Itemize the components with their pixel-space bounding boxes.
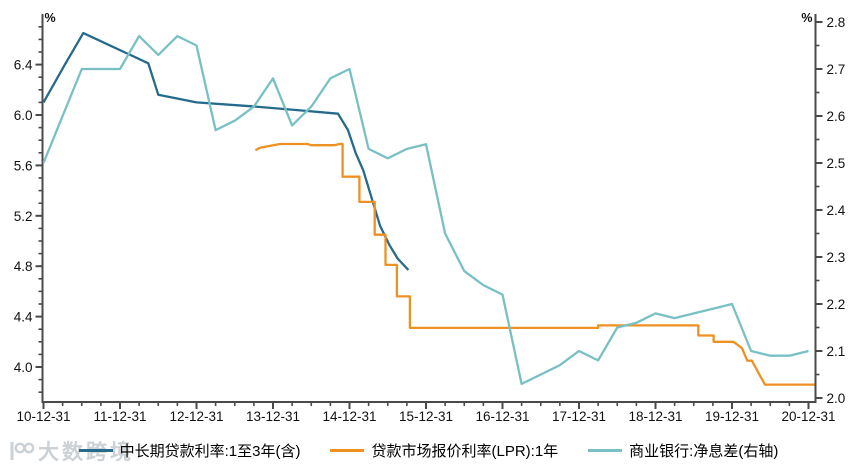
x-axis-tick-label: 11-12-31 bbox=[93, 409, 146, 424]
legend-swatch-bank-nim bbox=[588, 449, 623, 452]
x-axis-tick-label: 10-12-31 bbox=[16, 409, 70, 424]
left-axis-tick-label: 6.4 bbox=[14, 58, 33, 73]
series-lpr-1y-line bbox=[254, 142, 815, 386]
left-axis-tick-label: 4.8 bbox=[14, 259, 33, 274]
x-axis-tick-label: 19-12-31 bbox=[705, 409, 759, 424]
legend-label-lpr-1y: 贷款市场报价利率(LPR):1年 bbox=[371, 443, 559, 460]
legend-item-lpr-1y: 贷款市场报价利率(LPR):1年 bbox=[330, 440, 558, 461]
x-axis-tick-label: 13-12-31 bbox=[246, 409, 300, 424]
legend-label-bank-nim: 商业银行:净息差(右轴) bbox=[629, 443, 779, 460]
legend-item-mlt-loan-rate: 中长期贷款利率:1至3年(含) bbox=[78, 440, 301, 461]
watermark-text: 大数跨境 bbox=[38, 441, 134, 464]
x-axis-tick-label: 17-12-31 bbox=[552, 409, 606, 424]
right-axis-tick-label: 2.7 bbox=[827, 62, 846, 77]
legend-swatch-mlt-loan-rate bbox=[78, 449, 113, 452]
right-axis-tick-label: 2.4 bbox=[827, 203, 846, 218]
left-axis-tick-label: 5.6 bbox=[14, 158, 33, 173]
left-axis-tick-label: 4.4 bbox=[14, 310, 33, 325]
right-axis-tick-label: 2.6 bbox=[827, 109, 846, 124]
series-mlt-loan-rate-line bbox=[42, 31, 410, 271]
right-axis-tick-label: 2.0 bbox=[827, 391, 846, 406]
right-axis-unit: % bbox=[801, 11, 812, 25]
legend-swatch-lpr-1y bbox=[330, 449, 365, 452]
right-axis-tick-label: 2.3 bbox=[827, 250, 846, 265]
left-axis-tick-label: 6.0 bbox=[14, 108, 33, 123]
legend-label-mlt-loan-rate: 中长期贷款利率:1至3年(含) bbox=[119, 443, 301, 460]
x-axis-tick-label: 14-12-31 bbox=[322, 409, 376, 424]
right-axis-tick-label: 2.1 bbox=[827, 344, 846, 359]
series-bank-nim-line bbox=[42, 34, 809, 386]
watermark: 大数跨境 bbox=[8, 436, 134, 465]
legend-item-bank-nim: 商业银行:净息差(右轴) bbox=[588, 440, 778, 461]
x-axis-tick-label: 16-12-31 bbox=[475, 409, 529, 424]
right-axis-tick-label: 2.2 bbox=[827, 297, 846, 312]
chart-legend: 中长期贷款利率:1至3年(含) 贷款市场报价利率(LPR):1年 商业银行:净息… bbox=[0, 440, 857, 461]
right-axis-tick-label: 2.8 bbox=[827, 15, 846, 30]
left-axis-tick-label: 5.2 bbox=[14, 209, 33, 224]
right-axis-tick-label: 2.5 bbox=[827, 156, 846, 171]
left-axis-unit: % bbox=[45, 11, 56, 25]
x-axis-tick-label: 15-12-31 bbox=[399, 409, 453, 424]
left-axis-tick-label: 4.0 bbox=[14, 360, 33, 375]
x-axis-tick-label: 12-12-31 bbox=[169, 409, 223, 424]
x-axis-tick-label: 20-12-31 bbox=[781, 409, 835, 424]
x-axis-tick-label: 18-12-31 bbox=[628, 409, 682, 424]
watermark-logo-icon bbox=[10, 442, 34, 460]
